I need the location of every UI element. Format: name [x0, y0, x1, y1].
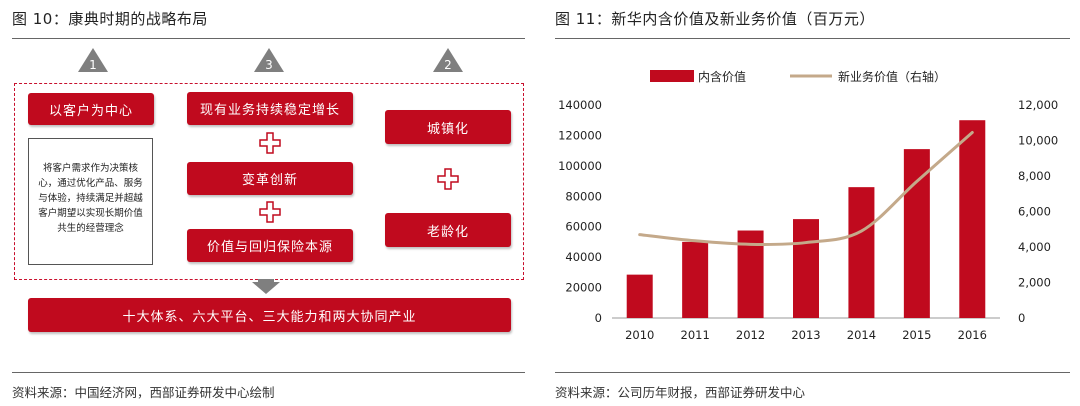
plus-icon-3 — [437, 168, 459, 190]
y-left-tick-label: 0 — [595, 311, 602, 325]
legend-label-bar: 内含价值 — [698, 69, 746, 84]
bar-ev — [682, 241, 709, 318]
bar-ev — [793, 219, 819, 318]
right-source-text: 资料来源：公司历年财报，西部证券研发中心 — [555, 385, 806, 400]
return-insurance-box: 价值与回归保险本源 — [187, 229, 353, 262]
down-arrow-icon — [252, 282, 280, 294]
y-right-tick-label: 2,000 — [1018, 276, 1051, 290]
triangle-label-1: 1 — [89, 58, 97, 72]
bar-ev — [848, 187, 875, 318]
y-right-tick-label: 10,000 — [1018, 134, 1058, 148]
bottom-summary-bar: 十大体系、六大平台、三大能力和两大协同产业 — [28, 298, 511, 332]
bar-ev — [959, 120, 986, 318]
down-arrow-stem — [258, 279, 274, 283]
x-tick-label: 2010 — [625, 328, 654, 342]
bar-ev — [626, 274, 653, 318]
x-tick-label: 2012 — [736, 328, 765, 342]
y-right-tick-label: 12,000 — [1018, 98, 1058, 112]
y-right-tick-label: 4,000 — [1018, 240, 1051, 254]
customer-description-box: 将客户需求作为决策核心，通过优化产品、服务与体验，持续满足并超越客户期望以实现长… — [28, 138, 153, 265]
y-left-tick-label: 140000 — [558, 98, 602, 112]
y-left-tick-label: 100000 — [558, 159, 602, 173]
y-left-tick-label: 80000 — [565, 189, 602, 203]
stable-growth-box: 现有业务持续稳定增长 — [187, 92, 353, 125]
triangle-marker-2 — [433, 48, 463, 72]
urbanization-box: 城镇化 — [385, 110, 511, 144]
y-right-tick-label: 0 — [1018, 311, 1025, 325]
triangle-marker-1 — [78, 48, 108, 72]
reform-innovation-box: 变革创新 — [187, 162, 353, 195]
left-source-text: 资料来源：中国经济网，西部证券研发中心绘制 — [12, 385, 275, 400]
legend-bar-swatch — [650, 70, 694, 82]
x-tick-label: 2014 — [847, 328, 876, 342]
y-left-tick-label: 20000 — [565, 281, 602, 295]
x-tick-label: 2015 — [902, 328, 931, 342]
y-left-tick-label: 60000 — [565, 220, 602, 234]
y-left-tick-label: 120000 — [558, 128, 602, 142]
bar-ev — [903, 149, 930, 318]
x-tick-label: 2016 — [958, 328, 987, 342]
triangle-label-3: 3 — [265, 58, 273, 72]
legend-label-line: 新业务价值（右轴） — [838, 69, 946, 84]
y-left-tick-label: 40000 — [565, 250, 602, 264]
x-tick-label: 2013 — [791, 328, 820, 342]
y-right-tick-label: 8,000 — [1018, 169, 1051, 183]
left-title-rule — [12, 38, 525, 39]
right-source-rule — [555, 372, 1070, 373]
nbv-line — [638, 131, 974, 246]
left-panel-title: 图 10：康典时期的战略布局 — [12, 10, 208, 28]
right-panel-title: 图 11：新华内含价值及新业务价值（百万元） — [555, 10, 875, 28]
plus-icon-1 — [259, 132, 281, 154]
y-right-tick-label: 6,000 — [1018, 205, 1051, 219]
customer-center-box: 以客户为中心 — [28, 93, 154, 125]
x-tick-label: 2011 — [681, 328, 710, 342]
left-source-rule — [12, 372, 525, 373]
triangle-marker-3 — [254, 48, 284, 72]
right-title-rule — [555, 38, 1070, 39]
aging-box: 老龄化 — [385, 213, 511, 247]
triangle-label-2: 2 — [444, 58, 452, 72]
plus-icon-2 — [259, 201, 281, 223]
